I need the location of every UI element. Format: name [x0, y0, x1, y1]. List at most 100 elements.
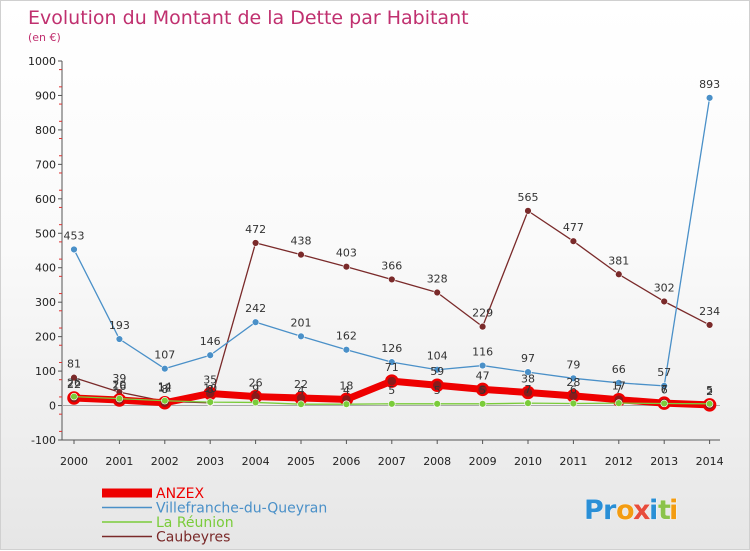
series-point-2 — [115, 394, 124, 403]
y-tick-label: 400 — [35, 262, 56, 275]
series-point-2 — [615, 399, 623, 407]
data-label: 162 — [336, 330, 357, 343]
series-point-2 — [161, 397, 169, 405]
y-tick-label: 600 — [35, 193, 56, 206]
y-tick-label: 900 — [35, 89, 56, 102]
series-point-2 — [569, 399, 578, 408]
data-label: 565 — [518, 191, 539, 204]
series-point-1 — [251, 318, 260, 326]
series-point-1 — [478, 361, 487, 370]
series-point-2 — [342, 400, 351, 408]
data-label: 18 — [339, 379, 353, 392]
data-label: 193 — [109, 319, 130, 332]
data-label: 4 — [298, 384, 305, 397]
data-label: 81 — [67, 358, 81, 371]
series-point-2 — [388, 400, 396, 408]
data-label: 16 — [112, 380, 126, 393]
x-tick-label: 2002 — [151, 455, 179, 468]
series-point-1 — [70, 245, 78, 254]
anzex-point — [475, 382, 490, 397]
data-label: 472 — [245, 223, 266, 236]
series-point-1 — [705, 94, 714, 102]
x-tick-label: 2001 — [105, 455, 133, 468]
legend-entry: Caubeyres — [156, 530, 230, 546]
data-label: 6 — [570, 383, 577, 396]
data-label: 7 — [615, 383, 622, 396]
data-label: 116 — [472, 346, 493, 359]
data-label: 71 — [385, 361, 399, 374]
data-label: 97 — [521, 352, 535, 365]
data-label: 438 — [291, 235, 312, 248]
anzex-point — [385, 374, 399, 388]
data-label: 22 — [294, 378, 308, 391]
series-layer — [67, 94, 717, 412]
data-label: 5 — [434, 384, 441, 397]
x-tick-label: 2012 — [605, 455, 633, 468]
y-tick-label: -100 — [31, 434, 56, 447]
data-label: 14 — [158, 381, 172, 394]
series-point-2 — [705, 400, 714, 408]
y-tick-label: 0 — [49, 400, 56, 413]
x-tick-label: 2005 — [287, 455, 315, 468]
axes: -100 0 100 200 300 400 500 600 700 800 900 1000 2000… — [28, 55, 724, 468]
series-point-3 — [569, 237, 578, 245]
x-tick-label: 2010 — [514, 455, 542, 468]
x-tick-label: 2006 — [332, 455, 360, 468]
series-point-2 — [297, 400, 305, 408]
data-label: 107 — [154, 349, 175, 362]
series-point-1 — [524, 368, 532, 376]
data-label: 8 — [207, 383, 214, 396]
data-label: 35 — [203, 373, 217, 386]
data-label: 57 — [657, 366, 671, 379]
series-point-1 — [388, 358, 396, 366]
data-label: 201 — [291, 316, 312, 329]
series-point-1 — [342, 346, 351, 354]
logo-letter: o — [616, 495, 635, 526]
series-point-3 — [70, 373, 78, 382]
x-tick-label: 2009 — [469, 455, 497, 468]
anzex-point — [521, 385, 535, 400]
x-tick-label: 2013 — [650, 455, 678, 468]
legend-entry: Villefranche-du-Queyran — [156, 501, 327, 517]
series-point-2 — [524, 399, 532, 407]
data-label: 381 — [608, 254, 629, 267]
series-point-3 — [251, 239, 260, 247]
series-point-3 — [297, 250, 305, 259]
series-point-2 — [433, 400, 441, 408]
data-label: 79 — [566, 358, 580, 371]
series-point-1 — [161, 364, 169, 373]
chart-subtitle: (en €) — [28, 31, 61, 44]
x-tick-label: 2008 — [423, 455, 451, 468]
data-label: 10 — [203, 382, 217, 395]
anzex-point — [430, 378, 444, 392]
data-label: 26 — [249, 377, 263, 390]
data-label: 47 — [476, 369, 490, 382]
data-label: 28 — [566, 376, 580, 389]
data-label: 38 — [521, 372, 535, 385]
y-tick-label: 700 — [35, 158, 56, 171]
data-label: 5 — [706, 384, 713, 397]
x-tick-label: 2003 — [196, 455, 224, 468]
series-point-1 — [569, 374, 578, 383]
series-point-1 — [433, 366, 441, 374]
data-label: 234 — [699, 305, 720, 318]
data-label: 5 — [388, 384, 395, 397]
y-tick-label: 500 — [35, 227, 56, 240]
logo-letter: x — [633, 495, 650, 526]
data-label: 453 — [64, 229, 85, 242]
data-label: 242 — [245, 302, 266, 315]
data-label: 403 — [336, 247, 357, 260]
legend-entry: La Réunion — [156, 515, 234, 531]
series-point-2 — [660, 399, 668, 408]
x-tick-label: 2007 — [378, 455, 406, 468]
data-label: 66 — [612, 363, 626, 376]
data-label: 6 — [661, 383, 668, 396]
data-label: 7 — [525, 383, 532, 396]
logo-letter: t — [658, 495, 671, 526]
data-label: 26 — [67, 377, 81, 390]
y-tick-label: 1000 — [28, 55, 56, 68]
data-label: 22 — [67, 378, 81, 391]
